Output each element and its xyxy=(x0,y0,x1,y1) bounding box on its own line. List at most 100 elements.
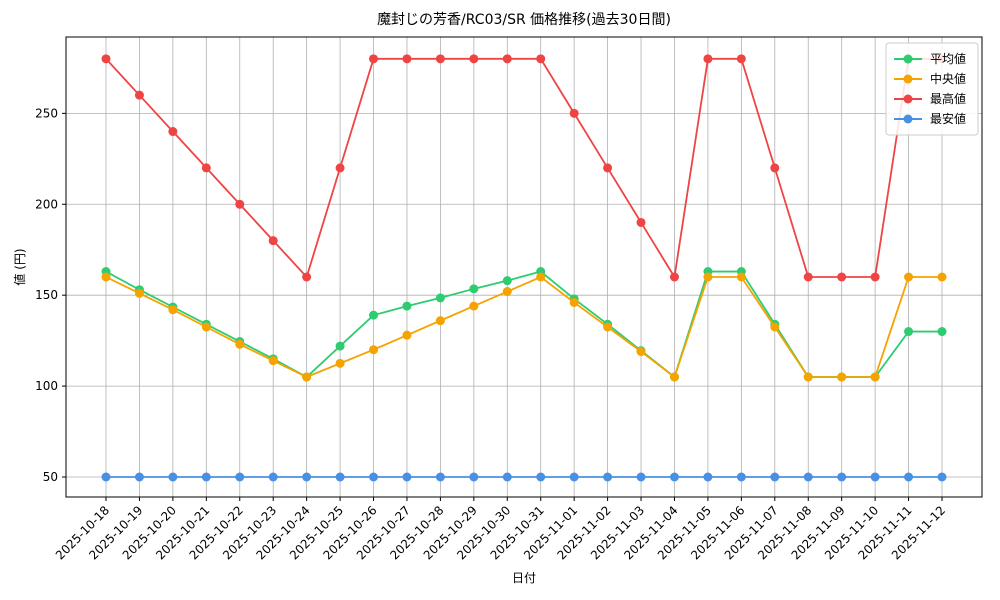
x-axis-label: 日付 xyxy=(512,571,536,585)
point xyxy=(502,276,512,286)
point xyxy=(703,472,713,482)
series-line xyxy=(105,57,942,280)
point xyxy=(770,163,780,173)
y-tick-label: 200 xyxy=(35,197,58,211)
point xyxy=(134,472,144,482)
point xyxy=(636,472,646,482)
point xyxy=(134,288,144,298)
point xyxy=(201,322,211,332)
legend-marker xyxy=(903,114,913,124)
point xyxy=(502,472,512,482)
point xyxy=(168,127,178,137)
point xyxy=(536,54,546,64)
y-tick-label: 250 xyxy=(35,106,58,120)
point xyxy=(435,316,445,326)
point xyxy=(770,322,780,332)
chart-title: 魔封じの芳香/RC03/SR 価格推移(過去30日間) xyxy=(377,11,671,28)
point xyxy=(803,372,813,382)
point xyxy=(837,372,847,382)
point xyxy=(937,272,947,282)
point xyxy=(435,293,445,303)
point xyxy=(603,472,613,482)
point xyxy=(469,284,479,294)
point xyxy=(268,236,278,246)
point xyxy=(369,54,379,64)
point xyxy=(302,472,312,482)
point xyxy=(302,372,312,382)
point xyxy=(235,472,245,482)
legend-label: 平均値 xyxy=(930,51,966,66)
point xyxy=(770,472,780,482)
point xyxy=(669,272,679,282)
point xyxy=(536,472,546,482)
plot-frame xyxy=(65,36,983,498)
point xyxy=(302,272,312,282)
point xyxy=(335,163,345,173)
point xyxy=(101,472,111,482)
point xyxy=(402,301,412,311)
y-tick-label: 100 xyxy=(35,379,58,393)
point xyxy=(569,297,579,307)
point xyxy=(870,272,880,282)
point xyxy=(904,472,914,482)
legend-box xyxy=(885,42,979,136)
point xyxy=(469,472,479,482)
point xyxy=(369,310,379,320)
point xyxy=(134,90,144,100)
point xyxy=(837,272,847,282)
point xyxy=(937,327,947,337)
y-tick-label: 150 xyxy=(35,288,58,302)
y-tick-label: 50 xyxy=(43,470,58,484)
series-line xyxy=(105,275,942,379)
point xyxy=(235,339,245,349)
point xyxy=(837,472,847,482)
point xyxy=(235,199,245,209)
point xyxy=(603,163,613,173)
point xyxy=(268,472,278,482)
point xyxy=(502,287,512,297)
point xyxy=(402,330,412,340)
point xyxy=(268,356,278,366)
legend-marker xyxy=(903,54,913,64)
legend-label: 最安値 xyxy=(930,111,966,126)
point xyxy=(870,472,880,482)
point xyxy=(736,272,746,282)
legend-label: 中央値 xyxy=(930,71,966,86)
point xyxy=(636,217,646,227)
point xyxy=(101,54,111,64)
point xyxy=(402,54,412,64)
point xyxy=(703,272,713,282)
point xyxy=(435,54,445,64)
point xyxy=(469,54,479,64)
point xyxy=(502,54,512,64)
point xyxy=(569,472,579,482)
point xyxy=(669,372,679,382)
point xyxy=(536,272,546,282)
point xyxy=(904,327,914,337)
point xyxy=(870,372,880,382)
series-line xyxy=(105,270,942,379)
point xyxy=(402,472,412,482)
point xyxy=(669,472,679,482)
point xyxy=(201,163,211,173)
point xyxy=(101,272,111,282)
point xyxy=(937,472,947,482)
point xyxy=(904,272,914,282)
point xyxy=(168,305,178,315)
point xyxy=(335,472,345,482)
point xyxy=(369,472,379,482)
point xyxy=(736,472,746,482)
point xyxy=(369,345,379,355)
point xyxy=(335,358,345,368)
legend-label: 最高値 xyxy=(930,91,966,106)
point xyxy=(636,347,646,357)
point xyxy=(803,272,813,282)
point xyxy=(469,301,479,311)
point xyxy=(201,472,211,482)
point xyxy=(603,322,613,332)
point xyxy=(803,472,813,482)
point xyxy=(168,472,178,482)
point xyxy=(703,54,713,64)
y-axis-label: 値 (円) xyxy=(12,248,27,285)
